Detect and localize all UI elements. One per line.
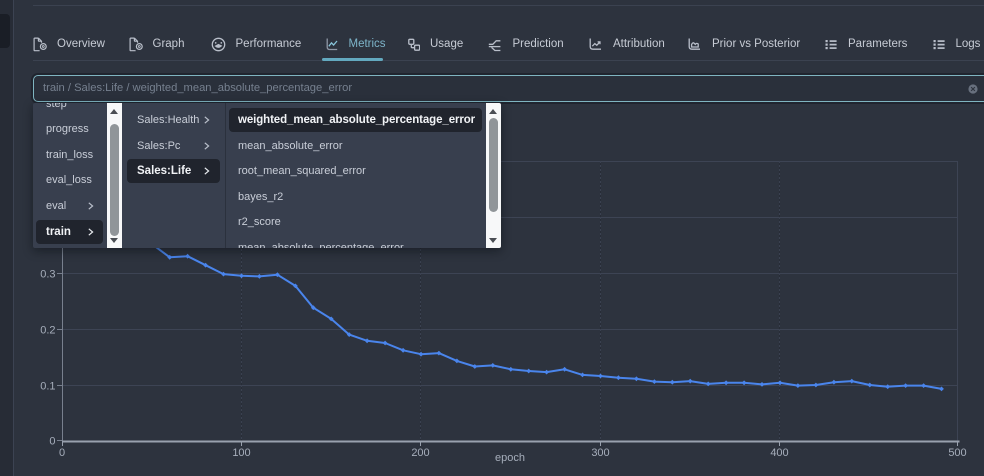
svg-text:0: 0	[59, 447, 65, 459]
svg-text:epoch: epoch	[495, 452, 525, 464]
svg-text:0.2: 0.2	[40, 325, 55, 337]
svg-text:200: 200	[411, 447, 429, 459]
svg-text:0.3: 0.3	[40, 269, 55, 281]
svg-text:0: 0	[49, 436, 55, 448]
svg-text:300: 300	[591, 447, 609, 459]
svg-text:0.1: 0.1	[40, 381, 55, 393]
svg-text:100: 100	[232, 447, 250, 459]
svg-text:400: 400	[770, 447, 788, 459]
svg-text:500: 500	[948, 447, 966, 459]
